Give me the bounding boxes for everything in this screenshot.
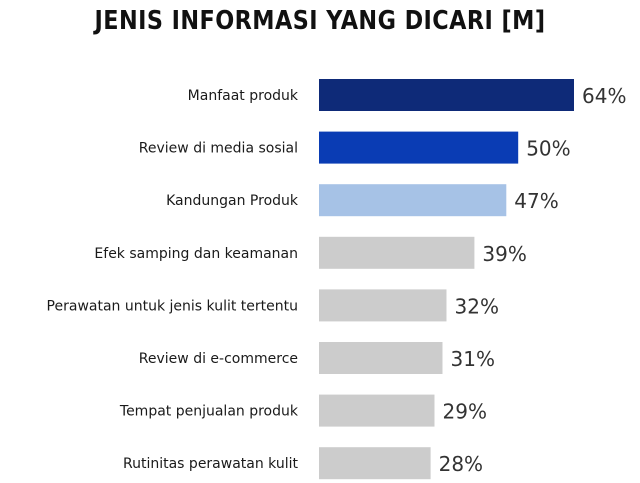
category-label-2: Kandungan Produk: [166, 193, 299, 209]
value-label-1: 50%: [526, 137, 570, 161]
category-label-7: Rutinitas perawatan kulit: [123, 456, 299, 472]
category-label-6: Tempat penjualan produk: [119, 404, 299, 420]
bar-1: [319, 132, 518, 164]
category-label-0: Manfaat produk: [188, 88, 299, 104]
value-label-5: 31%: [451, 347, 495, 371]
bar-2: [319, 184, 506, 216]
bar-0: [319, 79, 574, 111]
bar-6: [319, 395, 435, 427]
value-label-6: 29%: [443, 400, 487, 424]
bar-3: [319, 237, 474, 269]
value-label-7: 28%: [439, 452, 483, 476]
value-label-2: 47%: [514, 189, 558, 213]
value-label-3: 39%: [482, 242, 526, 266]
bar-5: [319, 342, 443, 374]
category-label-4: Perawatan untuk jenis kulit tertentu: [47, 298, 298, 314]
value-label-0: 64%: [582, 84, 626, 108]
value-label-4: 32%: [455, 294, 499, 318]
category-label-3: Efek samping dan keamanan: [94, 246, 298, 262]
bar-7: [319, 447, 431, 479]
bar-4: [319, 289, 447, 321]
category-label-5: Review di e-commerce: [139, 351, 298, 367]
category-label-1: Review di media sosial: [139, 141, 298, 157]
